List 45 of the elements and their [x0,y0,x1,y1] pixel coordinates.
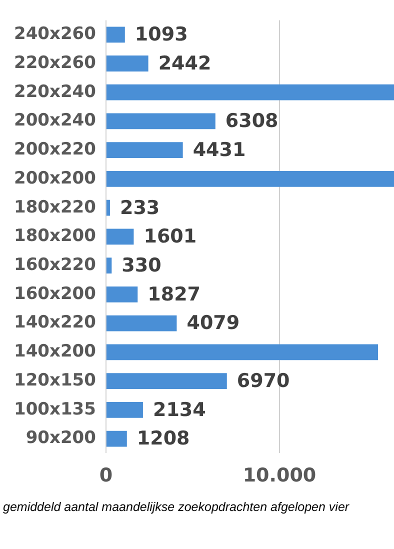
data-label: 6308 [225,110,278,132]
bar [106,315,177,332]
data-label: 1827 [148,283,201,306]
y-tick-label: 180x220 [14,197,96,218]
y-tick-label: 200x220 [14,140,96,160]
bar [106,402,143,418]
bar [106,200,110,216]
y-tick-label: 90x200 [26,428,96,448]
text: gemiddeld aantal maandelijkse zoekopdrachten afgelopen vier [3,500,350,514]
y-tick-label: 160x200 [14,284,96,304]
bar [106,373,227,389]
bar [106,26,125,43]
bar [106,286,138,302]
data-label: 2134 [152,398,206,421]
y-tick-label: 120x150 [14,370,96,390]
data-label: 1601 [144,226,197,248]
x-tick-label: 10.000 [242,464,316,487]
y-tick-label: 200x200 [14,168,96,188]
data-label: 233 [120,196,160,219]
data-label: 4079 [186,312,240,334]
bar [106,430,127,447]
y-tick-label: 140x220 [14,312,96,333]
y-tick-label: 220x260 [14,52,96,73]
bar [106,171,394,187]
data-label: 2442 [158,52,212,74]
y-tick-label: 240x260 [14,24,96,44]
bar [106,84,394,100]
data-label: 1208 [136,428,190,450]
bar [106,113,216,130]
y-tick-label: 200x240 [14,110,96,131]
data-label: 6970 [236,370,290,392]
y-tick-label: 140x200 [14,342,96,362]
x-tick-label: 0 [99,464,113,487]
y-tick-label: 160x220 [14,254,96,275]
bar [106,228,134,245]
data-label: 330 [122,254,162,277]
bar [106,142,183,158]
data-label: 4431 [192,139,246,162]
bar [106,344,378,360]
bar [106,258,112,274]
y-tick-label: 100x135 [14,399,96,420]
bar [106,56,148,72]
data-label: 1093 [134,24,188,46]
y-tick-label: 180x200 [14,226,96,246]
y-tick-label: 220x240 [14,82,96,102]
